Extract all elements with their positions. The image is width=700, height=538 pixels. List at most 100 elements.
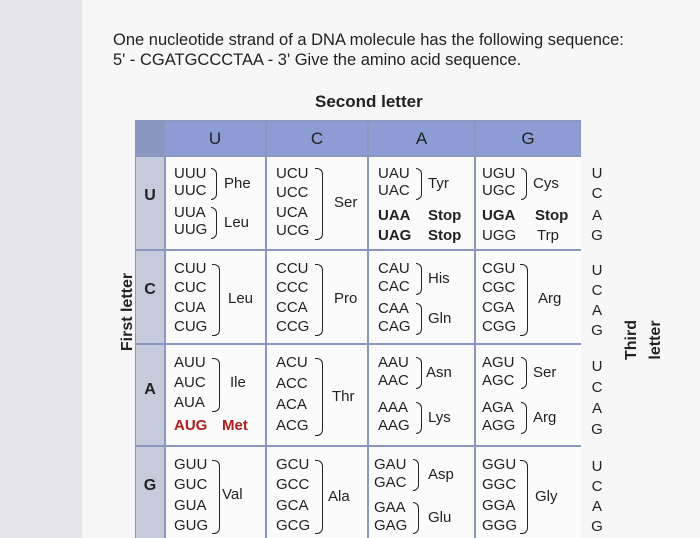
codon: AGC xyxy=(482,372,515,389)
amino-acid: Ala xyxy=(328,488,350,505)
codon: CGG xyxy=(482,318,517,335)
brace xyxy=(416,168,422,200)
codon: AAU xyxy=(378,354,409,371)
row-label-a: A xyxy=(136,345,164,445)
brace xyxy=(315,460,323,534)
amino-acid: Ile xyxy=(230,374,246,391)
left-margin xyxy=(0,0,82,538)
codon: GAA xyxy=(374,499,406,516)
codon: ACA xyxy=(276,396,307,413)
amino-acid: Leu xyxy=(224,214,250,231)
stop-label: Stop xyxy=(535,207,569,224)
codon: GCG xyxy=(276,517,311,534)
codon: UCG xyxy=(276,222,310,239)
amino-acid: Glu xyxy=(428,509,452,526)
codon: UUU xyxy=(174,165,207,182)
codon: CAC xyxy=(378,278,410,295)
question-line-2: 5' - CGATGCCCTAA - 3' Give the amino aci… xyxy=(113,51,522,69)
amino-acid: Arg xyxy=(538,290,562,307)
codon: CUG xyxy=(174,318,208,335)
codon: AGU xyxy=(482,354,515,371)
brace xyxy=(212,460,220,534)
codon: UAU xyxy=(378,165,410,182)
codon: AUC xyxy=(174,374,206,391)
row-label-c: C xyxy=(136,251,164,343)
codon: GCA xyxy=(276,497,309,514)
codon: GCU xyxy=(276,456,310,473)
cell-ug xyxy=(476,157,581,249)
col-header-c: C xyxy=(267,122,367,155)
codon: GGA xyxy=(482,497,516,514)
brace xyxy=(212,264,220,336)
third-letter: G xyxy=(591,227,603,244)
codon: GUC xyxy=(174,476,208,493)
cell-cg xyxy=(476,251,581,343)
codon: CCG xyxy=(276,318,310,335)
brace xyxy=(416,263,422,295)
third-letter: A xyxy=(591,400,602,417)
cell-gg xyxy=(476,447,581,538)
codon: CCA xyxy=(276,299,308,316)
third-letter: A xyxy=(591,207,602,224)
brace xyxy=(315,264,323,336)
brace xyxy=(413,459,419,491)
codon: ACG xyxy=(276,417,309,434)
amino-acid: Tyr xyxy=(428,175,449,192)
amino-acid: Thr xyxy=(332,388,355,405)
amino-acid: Leu xyxy=(228,290,254,307)
codon: CGU xyxy=(482,260,516,277)
third-letter: U xyxy=(591,262,603,279)
amino-acid: Phe xyxy=(224,175,251,192)
codon: CUC xyxy=(174,279,207,296)
codon: AAA xyxy=(378,399,409,416)
start-codon: AUG xyxy=(174,417,208,434)
third-letter: U xyxy=(591,458,603,475)
brace xyxy=(521,402,527,434)
third-letter: G xyxy=(591,322,603,339)
third-letter: U xyxy=(591,358,603,375)
codon: GUA xyxy=(174,497,207,514)
codon: UCA xyxy=(276,204,308,221)
amino-acid: Cys xyxy=(533,175,559,192)
codon: UAG xyxy=(378,227,412,244)
codon: GUU xyxy=(174,456,208,473)
codon: AGA xyxy=(482,399,514,416)
codon: UGA xyxy=(482,207,516,224)
codon: CAA xyxy=(378,300,409,317)
brace xyxy=(416,357,422,389)
codon: AUA xyxy=(174,394,205,411)
brace xyxy=(413,502,419,534)
col-header-u: U xyxy=(165,122,265,155)
amino-acid: Gly xyxy=(535,488,558,505)
amino-acid: Asn xyxy=(426,364,452,381)
amino-acid: Val xyxy=(222,486,243,503)
third-letter: C xyxy=(591,282,603,299)
codon: GGC xyxy=(482,476,517,493)
codon: UGG xyxy=(482,227,517,244)
codon: CCC xyxy=(276,279,309,296)
codon: CAU xyxy=(378,260,410,277)
codon: CAG xyxy=(378,318,411,335)
cell-ga xyxy=(369,447,474,538)
codon: UGU xyxy=(482,165,516,182)
question-line-1: One nucleotide strand of a DNA molecule … xyxy=(113,31,624,49)
codon: UAC xyxy=(378,182,410,199)
third-letter: G xyxy=(591,518,603,535)
amino-acid: Gln xyxy=(428,310,452,327)
amino-acid: His xyxy=(428,270,450,287)
brace xyxy=(521,168,527,200)
amino-acid: Ser xyxy=(533,364,557,381)
second-letter-label: Second letter xyxy=(315,92,423,111)
brace xyxy=(520,460,528,534)
codon: UCU xyxy=(276,165,309,182)
brace xyxy=(520,264,528,336)
brace xyxy=(212,358,220,412)
cell-ag xyxy=(476,345,581,445)
codon: CGC xyxy=(482,279,516,296)
codon: GGG xyxy=(482,517,518,534)
amino-acid: Asp xyxy=(428,466,454,483)
brace xyxy=(315,358,323,436)
codon: UCC xyxy=(276,184,309,201)
brace xyxy=(211,207,217,239)
codon: GCC xyxy=(276,476,310,493)
